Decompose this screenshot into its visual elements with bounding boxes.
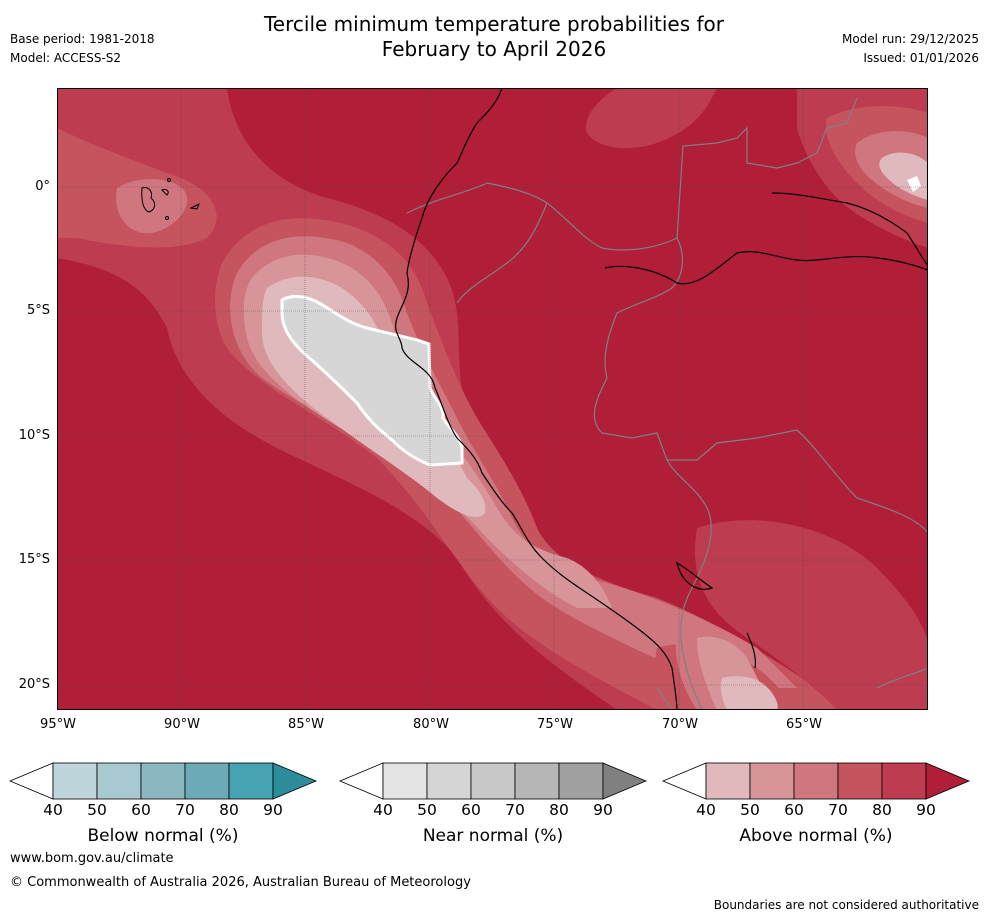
above-tick-70: 70 (828, 801, 848, 819)
graticule (57, 88, 928, 710)
below-tick-50: 50 (87, 801, 107, 819)
chart-title: Tercile minimum temperature probabilitie… (0, 12, 988, 62)
base-period: Base period: 1981-2018 (10, 32, 155, 46)
near-tick-70: 70 (505, 801, 525, 819)
x-tick-85w: 85°W (288, 717, 324, 732)
prob-zone-above-60-galapagos (116, 179, 188, 234)
model-run: Model run: 29/12/2025 (841, 32, 979, 46)
footer-copyright: © Commonwealth of Australia 2026, Austra… (10, 875, 471, 890)
below-swatch-2 (96, 762, 142, 800)
coastlines (395, 88, 928, 710)
above-tick-60: 60 (784, 801, 804, 819)
colorbar-near-label: Near normal (%) (422, 826, 564, 846)
near-swatch-5 (558, 762, 604, 800)
probability-map (57, 88, 928, 710)
below-swatch-3 (140, 762, 186, 800)
near-tick-80: 80 (549, 801, 569, 819)
prob-zone-above-80-southeast (695, 520, 928, 710)
near-swatch-2 (426, 762, 472, 800)
model-name: Model: ACCESS-S2 (10, 51, 122, 65)
colorbars (8, 762, 971, 800)
x-tick-70w: 70°W (662, 717, 698, 732)
title-line-1: Tercile minimum temperature probabilitie… (263, 12, 725, 36)
near-swatch-1 (382, 762, 428, 800)
colorbar-above (661, 762, 971, 800)
above-tick-50: 50 (740, 801, 760, 819)
colorbar-below-label: Below normal (%) (87, 826, 239, 846)
above-swatch-0 (661, 762, 707, 800)
country-borders (406, 97, 928, 710)
near-tick-90: 90 (593, 801, 613, 819)
footer-url: www.bom.gov.au/climate (10, 851, 174, 866)
below-swatch-6 (272, 762, 318, 800)
below-tick-70: 70 (175, 801, 195, 819)
near-swatch-0 (338, 762, 384, 800)
issued-date: Issued: 01/01/2026 (863, 51, 979, 65)
below-tick-40: 40 (43, 801, 63, 819)
prob-zone-near-east-spot (907, 176, 921, 192)
above-tick-40: 40 (696, 801, 716, 819)
prob-zone-above-80-amazon (586, 88, 717, 149)
above-swatch-6 (925, 762, 971, 800)
below-swatch-4 (184, 762, 230, 800)
below-tick-90: 90 (263, 801, 283, 819)
near-tick-60: 60 (461, 801, 481, 819)
near-swatch-4 (514, 762, 560, 800)
above-tick-80: 80 (872, 801, 892, 819)
colorbar-below (8, 762, 318, 800)
above-swatch-3 (793, 762, 839, 800)
title-line-2: February to April 2026 (381, 37, 607, 61)
below-tick-80: 80 (219, 801, 239, 819)
prob-zone-above-40-southeast (720, 676, 778, 710)
colorbar-near (338, 762, 648, 800)
y-tick-0: 0° (35, 179, 50, 194)
x-tick-95w: 95°W (40, 717, 76, 732)
y-tick-5s: 5°S (26, 303, 50, 318)
below-swatch-1 (52, 762, 98, 800)
near-tick-50: 50 (417, 801, 437, 819)
x-tick-65w: 65°W (786, 717, 822, 732)
above-tick-90: 90 (916, 801, 936, 819)
meta-right: Model run: 29/12/2025 Issued: 01/01/2026 (842, 30, 979, 68)
colorbar-above-label: Above normal (%) (739, 826, 893, 846)
above-swatch-2 (749, 762, 795, 800)
galapagos-islands (141, 178, 200, 220)
below-swatch-0 (8, 762, 54, 800)
x-tick-80w: 80°W (413, 717, 449, 732)
y-tick-15s: 15°S (18, 552, 50, 567)
above-swatch-1 (705, 762, 751, 800)
y-tick-10s: 10°S (18, 428, 50, 443)
above-swatch-4 (837, 762, 883, 800)
footer-note: Boundaries are not considered authoritat… (713, 898, 979, 912)
above-swatch-5 (881, 762, 927, 800)
y-tick-20s: 20°S (18, 677, 50, 692)
x-tick-75w: 75°W (537, 717, 573, 732)
below-swatch-5 (228, 762, 274, 800)
map-frame (57, 88, 928, 710)
meta-left: Base period: 1981-2018 Model: ACCESS-S2 (10, 30, 155, 68)
near-swatch-3 (470, 762, 516, 800)
near-tick-40: 40 (373, 801, 393, 819)
near-swatch-6 (602, 762, 648, 800)
below-tick-60: 60 (131, 801, 151, 819)
prob-zone-near-50-core (280, 294, 464, 467)
x-tick-90w: 90°W (164, 717, 200, 732)
